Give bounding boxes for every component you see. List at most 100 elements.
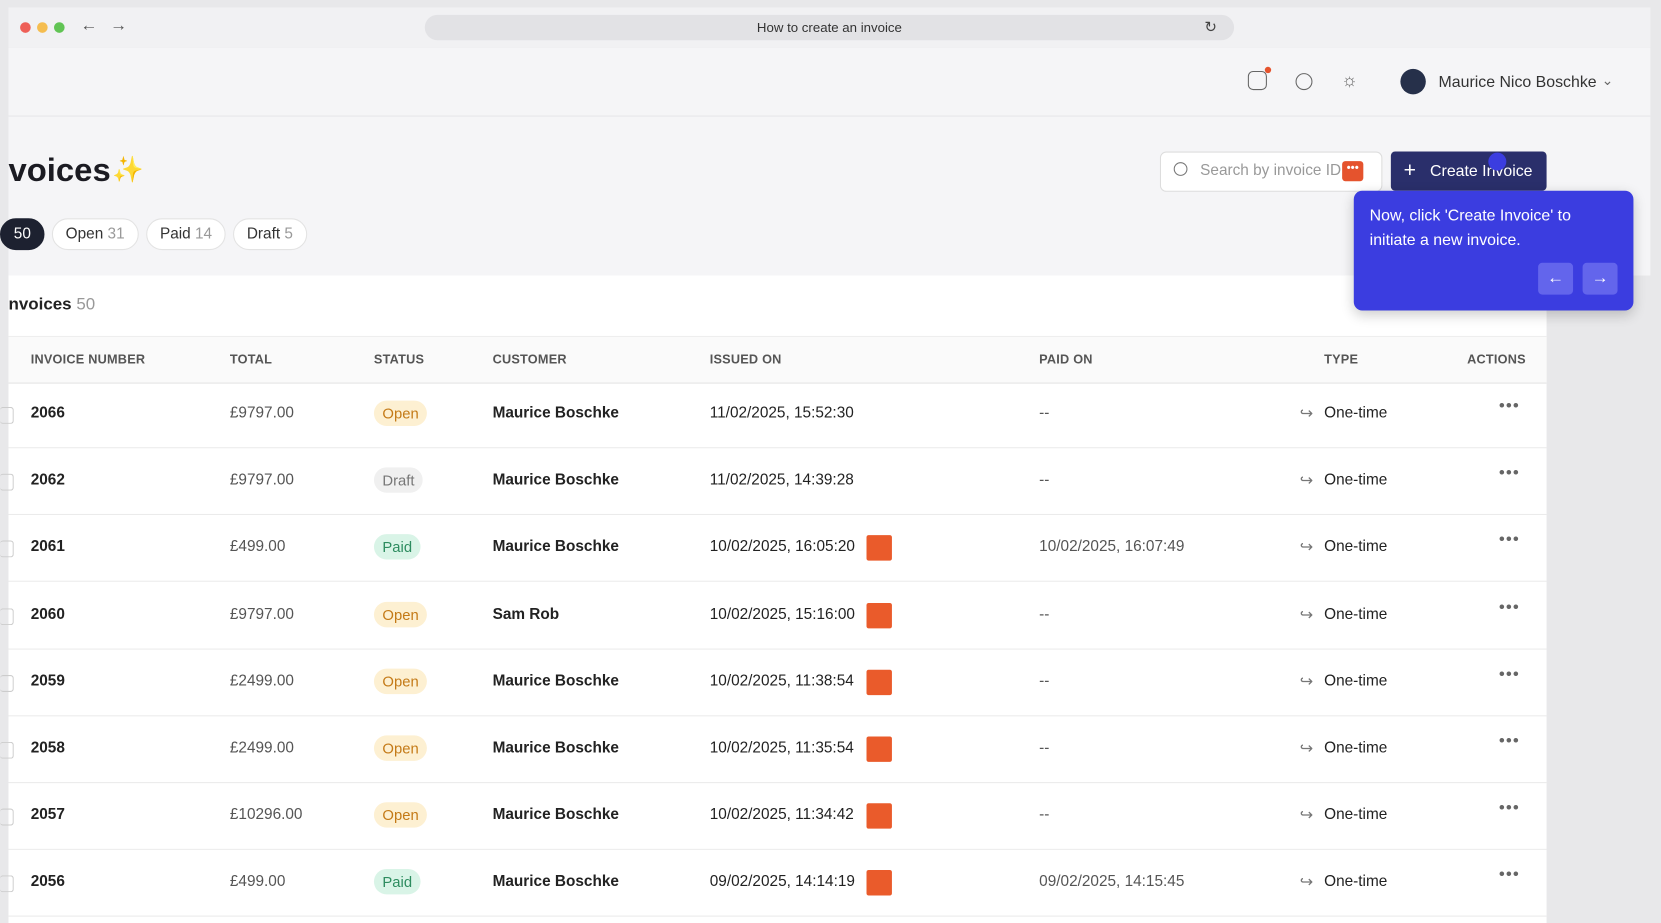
- sparkle: ✨: [112, 155, 144, 185]
- hubspot-icon: [866, 803, 892, 829]
- status-pill: Open: [373, 668, 428, 694]
- column-header: TOTAL: [229, 351, 273, 367]
- filter-count: 5: [284, 225, 293, 243]
- row-checkbox[interactable]: [0, 808, 14, 826]
- row-actions[interactable]: •••: [1498, 665, 1520, 684]
- customer: Maurice Boschke: [492, 873, 619, 891]
- row-actions[interactable]: •••: [1498, 866, 1520, 885]
- filter-tab[interactable]: Open 31: [51, 218, 139, 251]
- total: £9797.00: [229, 404, 294, 422]
- type-icon: ↪: [1299, 538, 1314, 557]
- filter-label: Draft: [246, 225, 281, 243]
- close-dot[interactable]: [20, 22, 31, 33]
- max-dot[interactable]: [54, 22, 65, 33]
- type-icon: ↪: [1299, 873, 1314, 892]
- issued-on: 10/02/2025, 15:16:00: [709, 605, 855, 623]
- address-bar[interactable]: How to create an invoice: [424, 14, 1235, 41]
- customer: Maurice Boschke: [492, 739, 619, 757]
- paid-on: 10/02/2025, 16:07:49: [1039, 538, 1185, 556]
- badge: [1264, 66, 1272, 74]
- type: One-time: [1324, 739, 1388, 757]
- total: £2499.00: [229, 672, 294, 690]
- row-divider: [8, 849, 1547, 851]
- row-checkbox[interactable]: [0, 674, 14, 692]
- tooltip-text: Now, click 'Create Invoice' to initiate …: [1369, 206, 1571, 250]
- filter-count: 50: [13, 225, 31, 243]
- customer: Maurice Boschke: [492, 672, 619, 690]
- invoice-number: 2062: [30, 471, 65, 489]
- hubspot-icon: [866, 736, 892, 762]
- row-actions[interactable]: •••: [1498, 397, 1520, 416]
- tooltip-prev[interactable]: ←: [1538, 262, 1574, 295]
- row-divider: [8, 915, 1547, 918]
- row-divider: [8, 581, 1547, 583]
- column-header: PAID ON: [1039, 351, 1093, 367]
- filter-label: Open: [65, 225, 104, 243]
- row-actions[interactable]: •••: [1498, 799, 1520, 818]
- create-button[interactable]: [1390, 151, 1547, 191]
- theme[interactable]: ☼: [1341, 69, 1358, 91]
- status-pill: Open: [373, 735, 428, 761]
- tooltip-next[interactable]: →: [1582, 262, 1618, 295]
- total: £10296.00: [229, 806, 303, 824]
- hubspot-icon: [866, 669, 892, 695]
- type-icon: ↪: [1299, 739, 1314, 758]
- row-checkbox[interactable]: [0, 875, 14, 893]
- column-header: TYPE: [1324, 351, 1359, 367]
- issued-on: 10/02/2025, 16:05:20: [709, 538, 855, 556]
- row-checkbox[interactable]: [0, 607, 14, 625]
- avatar[interactable]: [1400, 68, 1426, 95]
- section-title-text: nvoices: [8, 295, 72, 314]
- row-actions[interactable]: •••: [1498, 598, 1520, 617]
- filter-tab[interactable]: 50: [0, 218, 45, 251]
- invoice-number: 2059: [30, 672, 65, 690]
- row-divider: [8, 782, 1547, 784]
- customer: Maurice Boschke: [492, 404, 619, 422]
- row-divider: [8, 648, 1547, 650]
- row-checkbox[interactable]: [0, 741, 14, 759]
- filter-tab[interactable]: Draft 5: [233, 218, 307, 251]
- min-dot[interactable]: [37, 22, 48, 33]
- status-pill: Draft: [373, 467, 424, 493]
- user-name[interactable]: Maurice Nico Boschke: [1438, 73, 1597, 92]
- row-checkbox[interactable]: [0, 406, 14, 424]
- row-actions[interactable]: •••: [1498, 531, 1520, 550]
- section-count: 50: [76, 295, 96, 314]
- forward[interactable]: →: [110, 16, 128, 35]
- app-header: [8, 47, 1651, 117]
- caret: ⌄: [1601, 72, 1614, 88]
- info[interactable]: [1295, 73, 1313, 91]
- invoice-number: 2057: [30, 806, 65, 824]
- status-pill: Open: [373, 400, 428, 426]
- column-header: STATUS: [373, 351, 425, 367]
- type: One-time: [1324, 538, 1388, 556]
- hubspot-icon: [866, 602, 892, 628]
- filter-tab[interactable]: Paid 14: [146, 218, 226, 251]
- type-icon: ↪: [1299, 471, 1314, 490]
- paid-on: 09/02/2025, 14:15:45: [1039, 873, 1185, 891]
- type-icon: ↪: [1299, 404, 1314, 423]
- row-checkbox[interactable]: [0, 540, 14, 558]
- total: £499.00: [229, 538, 286, 556]
- table-head: [8, 335, 1547, 384]
- paid-on: --: [1039, 471, 1050, 489]
- customer: Maurice Boschke: [492, 471, 619, 489]
- create-label[interactable]: Create Invoice: [1430, 162, 1533, 181]
- reload[interactable]: ↻: [1204, 18, 1217, 35]
- customer: Maurice Boschke: [492, 806, 619, 824]
- type-icon: ↪: [1299, 806, 1314, 825]
- column-header: ISSUED ON: [709, 351, 782, 367]
- issued-on: 10/02/2025, 11:34:42: [709, 806, 854, 824]
- notifications[interactable]: [1247, 70, 1267, 91]
- filter-count: 14: [194, 225, 213, 243]
- filter-count: 31: [107, 225, 125, 243]
- issued-on: 10/02/2025, 11:35:54: [709, 739, 854, 757]
- row-actions[interactable]: •••: [1498, 464, 1520, 483]
- type: One-time: [1324, 471, 1388, 489]
- row-checkbox[interactable]: [0, 473, 14, 491]
- row-actions[interactable]: •••: [1498, 732, 1520, 751]
- issued-on: 11/02/2025, 15:52:30: [709, 404, 854, 422]
- search-placeholder[interactable]: Search by invoice ID: [1200, 162, 1342, 180]
- back[interactable]: ←: [80, 16, 98, 35]
